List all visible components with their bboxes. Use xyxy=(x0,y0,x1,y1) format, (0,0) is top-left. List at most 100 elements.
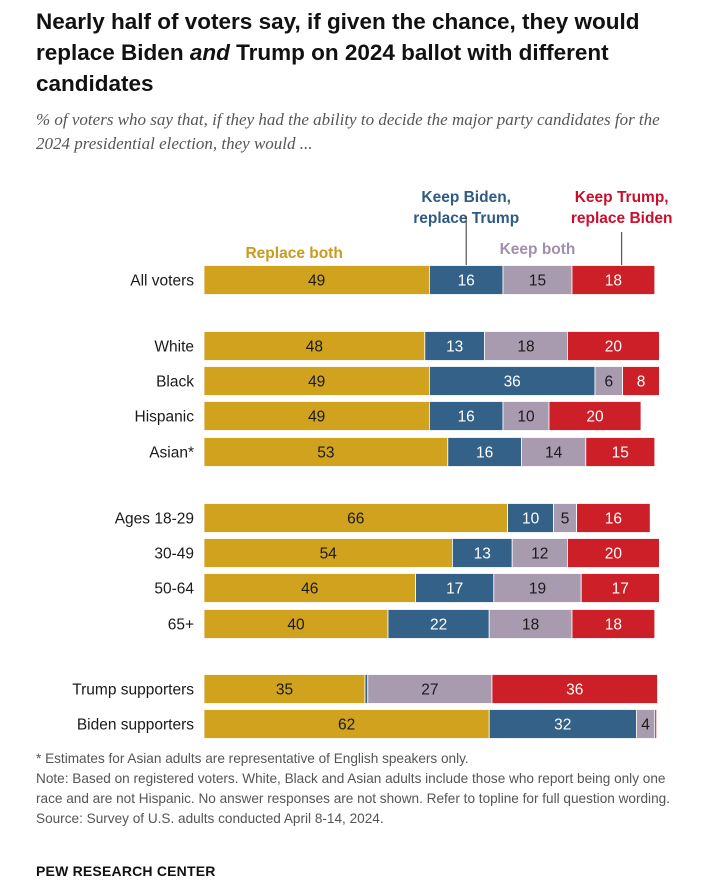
value-label-keep-trump-replace-biden-65: 18 xyxy=(605,617,622,634)
category-label-black: Black xyxy=(156,374,194,391)
category-label-30-49: 30-49 xyxy=(154,546,194,563)
value-label-replace-both-ages-18-29: 66 xyxy=(347,511,364,528)
value-label-keep-trump-replace-biden-hispanic: 20 xyxy=(586,409,604,426)
value-label-keep-both-30-49: 12 xyxy=(531,546,548,563)
category-label-50-64: 50-64 xyxy=(154,581,194,598)
category-label-white: White xyxy=(154,339,194,356)
bar-replace-both-30-49 xyxy=(203,538,453,568)
bar-keep-both-65 xyxy=(488,609,573,639)
bar-keep-trump-replace-biden-30-49 xyxy=(567,538,660,568)
value-label-keep-both-hispanic: 10 xyxy=(517,409,535,426)
bar-keep-both-black xyxy=(594,366,624,396)
note-text: Note: Based on registered voters. White,… xyxy=(36,771,670,806)
value-label-keep-trump-replace-biden-30-49: 20 xyxy=(605,546,623,563)
value-label-keep-biden-replace-trump-65: 22 xyxy=(430,617,447,634)
chart-subtitle: % of voters who say that, if they had th… xyxy=(36,110,660,153)
bar-keep-trump-replace-biden-50-64 xyxy=(580,573,660,603)
bar-keep-biden-replace-trump-black xyxy=(428,366,596,396)
category-label-ages-18-29: Ages 18-29 xyxy=(115,511,194,528)
value-label-keep-both-ages-18-29: 5 xyxy=(561,511,570,528)
bar-keep-biden-replace-trump-white xyxy=(424,331,485,361)
value-label-replace-both-30-49: 54 xyxy=(320,546,338,563)
value-label-keep-biden-replace-trump-black: 36 xyxy=(504,374,521,391)
bar-keep-both-trump-supporters xyxy=(367,674,493,704)
bar-keep-biden-replace-trump-trump-supporters xyxy=(364,674,369,704)
value-label-keep-both-all-voters: 15 xyxy=(529,273,546,290)
bar-keep-trump-replace-biden-biden-supporters xyxy=(654,709,658,739)
value-label-replace-both-biden-supporters: 62 xyxy=(338,717,355,734)
value-label-replace-both-all-voters: 49 xyxy=(308,273,325,290)
value-label-keep-trump-replace-biden-50-64: 17 xyxy=(612,581,629,598)
value-label-keep-trump-replace-biden-asian: 15 xyxy=(612,445,629,462)
category-label-all-voters: All voters xyxy=(130,273,194,290)
value-label-keep-trump-replace-biden-trump-supporters: 36 xyxy=(566,682,583,699)
value-label-keep-biden-replace-trump-white: 13 xyxy=(446,339,463,356)
bar-replace-both-ages-18-29 xyxy=(203,503,509,533)
bar-keep-trump-replace-biden-white xyxy=(567,331,660,361)
value-label-keep-trump-replace-biden-ages-18-29: 16 xyxy=(605,511,622,528)
value-label-keep-biden-replace-trump-all-voters: 16 xyxy=(458,273,475,290)
value-label-replace-both-asian: 53 xyxy=(317,445,334,462)
bar-replace-both-asian xyxy=(203,437,449,467)
category-label-hispanic: Hispanic xyxy=(135,409,195,426)
title-part-1: Nearly half of voters say, if given the … xyxy=(36,9,640,65)
category-label-asian: Asian* xyxy=(149,445,194,462)
bar-keep-biden-replace-trump-all-voters xyxy=(428,265,504,295)
source-text: Source: Survey of U.S. adults conducted … xyxy=(36,811,384,826)
value-label-keep-biden-replace-trump-50-64: 17 xyxy=(446,581,463,598)
value-label-keep-biden-replace-trump-biden-supporters: 32 xyxy=(554,717,571,734)
chart-notes: * Estimates for Asian adults are represe… xyxy=(36,749,686,829)
bar-keep-trump-replace-biden-black xyxy=(622,366,660,396)
value-label-keep-both-trump-supporters: 27 xyxy=(421,682,438,699)
bar-keep-trump-replace-biden-hispanic xyxy=(548,401,642,431)
category-label-trump-supporters: Trump supporters xyxy=(72,682,194,699)
value-label-replace-both-50-64: 46 xyxy=(301,581,318,598)
value-label-replace-both-trump-supporters: 35 xyxy=(276,682,293,699)
chart-title: Nearly half of voters say, if given the … xyxy=(36,6,696,99)
value-label-keep-both-biden-supporters: 4 xyxy=(641,717,650,734)
value-label-replace-both-black: 49 xyxy=(308,374,325,391)
bar-replace-both-50-64 xyxy=(203,573,417,603)
value-label-replace-both-white: 48 xyxy=(306,339,323,356)
legend-replace-both-line-1: Replace both xyxy=(245,245,342,262)
bar-keep-trump-replace-biden-ages-18-29 xyxy=(576,503,651,533)
value-label-keep-trump-replace-biden-black: 8 xyxy=(637,374,646,391)
value-label-keep-both-white: 18 xyxy=(517,339,534,356)
bar-keep-both-hispanic xyxy=(502,401,550,431)
value-label-replace-both-65: 40 xyxy=(287,617,305,634)
bar-keep-both-50-64 xyxy=(493,573,582,603)
bar-keep-both-white xyxy=(484,331,568,361)
bar-replace-both-65 xyxy=(203,609,389,639)
bar-keep-trump-replace-biden-trump-supporters xyxy=(491,674,658,704)
bar-replace-both-black xyxy=(203,366,430,396)
title-part-2: Trump on 2024 ballot with different cand… xyxy=(36,40,609,96)
bar-keep-both-30-49 xyxy=(511,538,568,568)
value-label-keep-both-65: 18 xyxy=(522,617,539,634)
bar-keep-biden-replace-trump-biden-supporters xyxy=(488,709,637,739)
bar-keep-trump-replace-biden-all-voters xyxy=(571,265,656,295)
bar-keep-biden-replace-trump-ages-18-29 xyxy=(507,503,555,533)
bar-keep-biden-replace-trump-65 xyxy=(387,609,490,639)
asian-footnote: * Estimates for Asian adults are represe… xyxy=(36,751,469,766)
category-label-65: 65+ xyxy=(168,617,194,634)
legend-keep-biden-replace-trump-line-1: Keep Biden, xyxy=(421,189,511,206)
bar-keep-both-asian xyxy=(521,437,587,467)
pew-logo-text: PEW RESEARCH CENTER xyxy=(36,863,216,879)
category-label-biden-supporters: Biden supporters xyxy=(77,717,194,734)
legend-keep-both-line-1: Keep both xyxy=(500,241,576,258)
legend-keep-trump-replace-biden-line-1: Keep Trump, xyxy=(575,189,669,206)
value-label-keep-both-black: 6 xyxy=(604,374,613,391)
value-label-keep-biden-replace-trump-30-49: 13 xyxy=(474,546,491,563)
value-label-keep-both-asian: 14 xyxy=(545,445,563,462)
title-emphasis: and xyxy=(189,40,230,65)
legend-keep-trump-replace-biden-line-2: replace Biden xyxy=(571,210,673,227)
bar-replace-both-hispanic xyxy=(203,401,430,431)
bar-replace-both-white xyxy=(203,331,426,361)
value-label-keep-biden-replace-trump-asian: 16 xyxy=(476,445,493,462)
bar-keep-biden-replace-trump-30-49 xyxy=(451,538,513,568)
value-label-keep-both-50-64: 19 xyxy=(529,581,546,598)
bar-keep-biden-replace-trump-hispanic xyxy=(428,401,504,431)
bar-keep-trump-replace-biden-65 xyxy=(571,609,656,639)
value-label-keep-biden-replace-trump-ages-18-29: 10 xyxy=(522,511,540,528)
